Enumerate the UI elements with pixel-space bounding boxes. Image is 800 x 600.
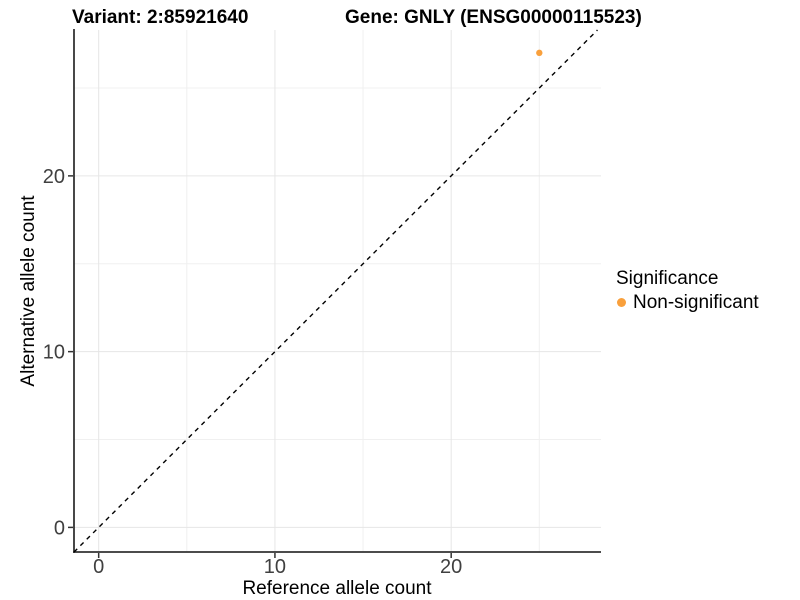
y-tick-label: 10	[43, 342, 65, 364]
x-tick-label: 0	[93, 556, 104, 578]
legend-point-icon	[617, 298, 626, 307]
y-tick-label: 20	[43, 166, 65, 188]
y-axis-title: Alternative allele count	[18, 195, 39, 387]
tick-labels: 0 10 20 0 10 20	[43, 166, 463, 578]
data-points	[536, 49, 543, 57]
x-axis-title: Reference allele count	[242, 578, 432, 599]
plot-title-variant: Variant: 2:85921640	[72, 7, 249, 28]
legend-item-non-significant: Non-significant	[616, 291, 759, 314]
legend-item-label: Non-significant	[633, 292, 759, 313]
axis-ticks	[68, 175, 452, 558]
identity-line	[73, 29, 598, 553]
legend-title: Significance	[616, 268, 719, 289]
gridlines-minor	[74, 30, 601, 552]
plot-title-gene: Gene: GNLY (ENSG00000115523)	[345, 7, 642, 28]
gridlines-major	[74, 30, 601, 552]
x-tick-label: 10	[264, 556, 286, 578]
data-point	[536, 49, 543, 57]
y-tick-label: 0	[54, 517, 65, 539]
legend: Significance Non-significant	[616, 267, 759, 314]
x-tick-label: 20	[440, 556, 462, 578]
